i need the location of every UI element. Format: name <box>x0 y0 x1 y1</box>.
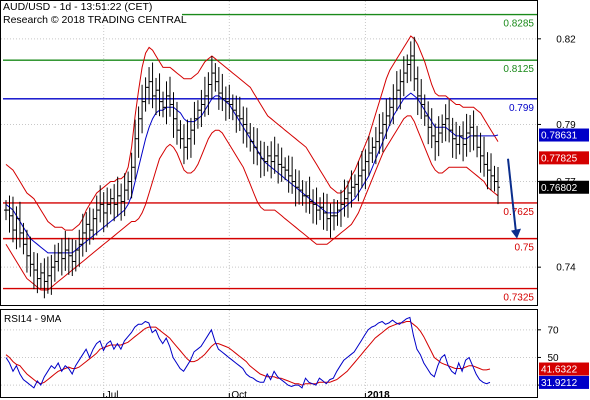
rsi-value-label: 41.6322 <box>541 365 578 376</box>
y-tick-label: 0.74 <box>556 263 576 274</box>
forecast-arrow-head <box>511 228 521 239</box>
copyright-text: Research © 2018 TRADING CENTRAL <box>3 14 187 26</box>
rsi-value-label: 31.9212 <box>541 378 578 389</box>
price-value-label-bg <box>539 180 589 194</box>
y-tick-label: 0.79 <box>556 120 576 131</box>
rsi-line <box>5 316 491 389</box>
level-label-resistance: 0.8125 <box>503 64 534 75</box>
bollinger-upper-line <box>5 35 499 231</box>
rsi-panel-frame <box>0 309 538 398</box>
level-label-support: 0.7625 <box>503 207 534 218</box>
x-tick-label-jul: Jul <box>106 390 119 400</box>
x-tick-label-oct: Oct <box>231 390 247 400</box>
x-tick-label-2018: 2018 <box>367 390 390 400</box>
rsi-value-label-bg <box>539 375 589 389</box>
rsi-title: RSI14 - 9MA <box>4 314 62 325</box>
price-value-label: 0.76802 <box>541 183 578 194</box>
price-value-label: 0.78631 <box>541 131 578 142</box>
bollinger-lower-line <box>5 115 499 291</box>
rsi-y-tick-label: 70 <box>547 325 559 336</box>
price-value-label-bg <box>539 151 589 165</box>
price-panel-frame <box>0 0 538 306</box>
level-label-resistance: 0.8285 <box>503 19 534 30</box>
rsi-y-tick-label: 50 <box>547 353 559 364</box>
rsi-ma-line <box>5 321 491 386</box>
level-label-support: 0.7325 <box>503 293 534 304</box>
rsi-value-label-bg <box>539 362 589 376</box>
forecast-arrow-shaft <box>507 158 517 233</box>
level-label-support: 0.75 <box>515 243 535 254</box>
level-label-pivot: 0.799 <box>509 103 534 114</box>
price-bars <box>4 36 500 299</box>
y-tick-label: 0.82 <box>556 34 576 45</box>
moving-average-line <box>5 92 499 254</box>
price-value-label: 0.77825 <box>541 153 578 164</box>
chart-title: AUD/USD - 1d - 13:51:22 (CET) <box>3 1 153 13</box>
price-value-label-bg <box>539 128 589 142</box>
